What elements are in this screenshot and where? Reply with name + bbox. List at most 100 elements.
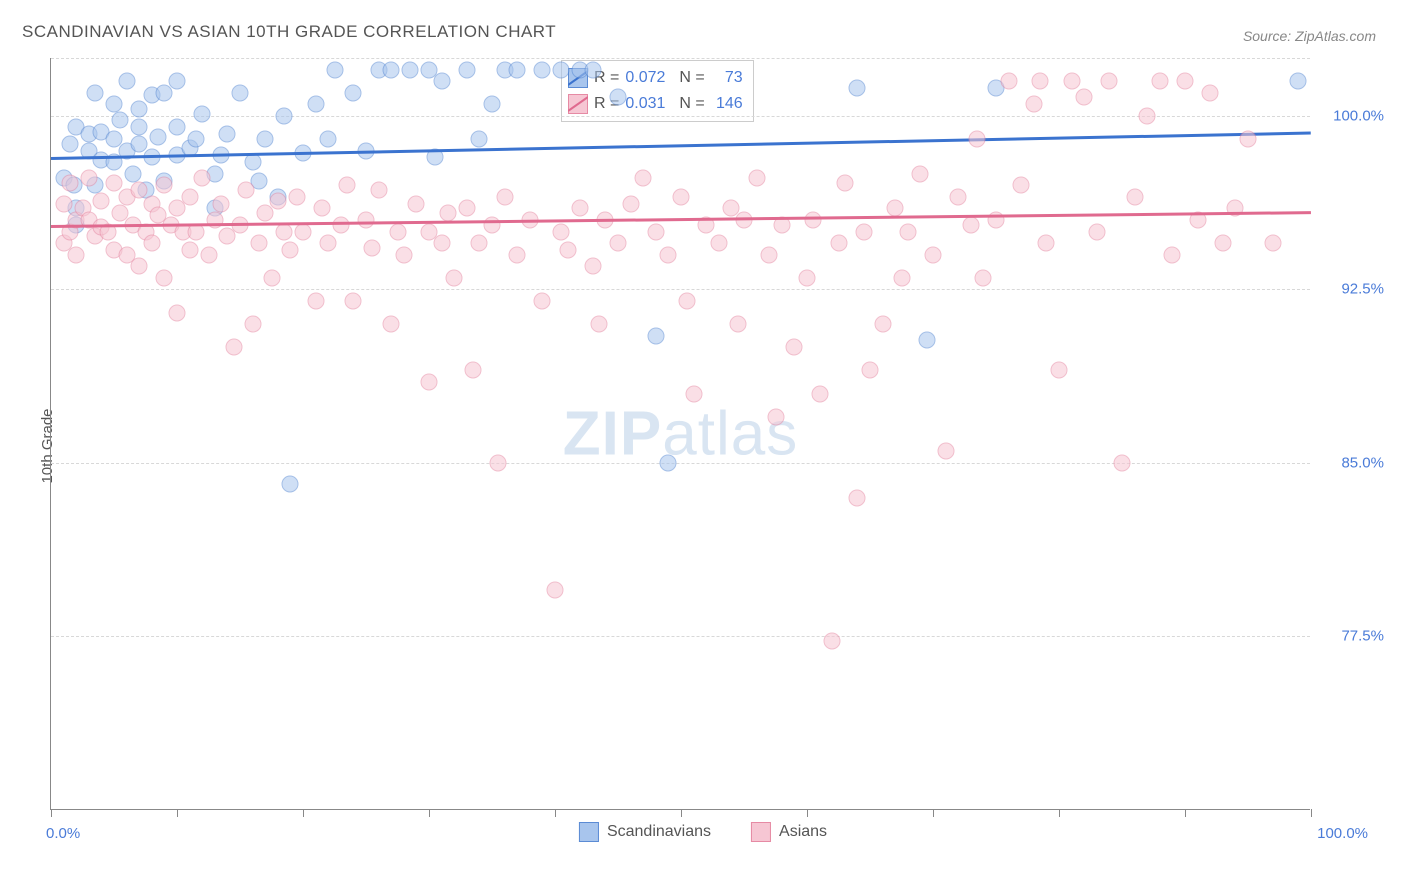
scatter-point: [584, 61, 601, 78]
scatter-point: [679, 292, 696, 309]
x-tick-mark: [1059, 809, 1060, 817]
scatter-point: [1240, 130, 1257, 147]
y-tick-label: 100.0%: [1333, 107, 1384, 124]
scatter-point: [1265, 235, 1282, 252]
x-tick-mark: [1311, 809, 1312, 817]
scatter-point: [1088, 223, 1105, 240]
scatter-point: [200, 246, 217, 263]
scatter-point: [238, 181, 255, 198]
n-value-1: 146: [711, 95, 743, 113]
scatter-point: [257, 130, 274, 147]
scatter-point: [969, 130, 986, 147]
scatter-point: [131, 258, 148, 275]
scatter-point: [181, 188, 198, 205]
scatter-point: [244, 316, 261, 333]
scatter-point: [748, 170, 765, 187]
scatter-point: [509, 246, 526, 263]
scatter-point: [326, 61, 343, 78]
n-label: N =: [679, 69, 704, 87]
scatter-point: [282, 475, 299, 492]
scatter-point: [1000, 73, 1017, 90]
scatter-point: [484, 96, 501, 113]
scatter-point: [962, 216, 979, 233]
scatter-point: [534, 292, 551, 309]
scatter-point: [332, 216, 349, 233]
scatter-point: [364, 239, 381, 256]
scatter-point: [465, 362, 482, 379]
scatter-point: [1114, 454, 1131, 471]
legend-label-asians: Asians: [779, 823, 827, 841]
scatter-point: [143, 235, 160, 252]
scatter-point: [799, 269, 816, 286]
scatter-point: [402, 61, 419, 78]
scatter-point: [660, 454, 677, 471]
scatter-point: [345, 292, 362, 309]
scatter-point: [433, 235, 450, 252]
scatter-point: [660, 246, 677, 263]
scatter-point: [124, 165, 141, 182]
bottom-legend: Scandinavians Asians: [579, 822, 827, 842]
scatter-point: [1202, 84, 1219, 101]
scatter-point: [307, 292, 324, 309]
scatter-point: [169, 119, 186, 136]
scatter-point: [811, 385, 828, 402]
scatter-point: [219, 126, 236, 143]
scatter-point: [206, 211, 223, 228]
grid-line: [51, 58, 1310, 59]
scatter-point: [320, 130, 337, 147]
scatter-point: [471, 235, 488, 252]
grid-line: [51, 289, 1310, 290]
source-attribution: Source: ZipAtlas.com: [1243, 28, 1376, 44]
scatter-point: [446, 269, 463, 286]
x-tick-mark: [303, 809, 304, 817]
scatter-point: [685, 385, 702, 402]
scatter-point: [181, 242, 198, 259]
scatter-point: [1051, 362, 1068, 379]
scatter-point: [647, 223, 664, 240]
x-tick-mark: [807, 809, 808, 817]
scatter-point: [1076, 89, 1093, 106]
scatter-point: [433, 73, 450, 90]
x-tick-mark: [555, 809, 556, 817]
scatter-point: [194, 105, 211, 122]
scatter-point: [1139, 107, 1156, 124]
x-tick-mark: [1185, 809, 1186, 817]
scatter-point: [874, 316, 891, 333]
scatter-point: [1126, 188, 1143, 205]
scatter-point: [395, 246, 412, 263]
scatter-point: [710, 235, 727, 252]
scatter-point: [389, 223, 406, 240]
n-value-0: 73: [711, 69, 743, 87]
scatter-point: [131, 119, 148, 136]
scatter-point: [584, 258, 601, 275]
scatter-point: [1025, 96, 1042, 113]
scatter-point: [849, 80, 866, 97]
scatter-point: [1164, 246, 1181, 263]
scatter-point: [635, 170, 652, 187]
scatter-point: [439, 205, 456, 222]
scatter-point: [106, 174, 123, 191]
scatter-point: [68, 246, 85, 263]
scatter-point: [156, 177, 173, 194]
scatter-point: [786, 339, 803, 356]
scatter-point: [106, 96, 123, 113]
scatter-point: [232, 84, 249, 101]
scatter-point: [572, 200, 589, 217]
scatter-point: [912, 165, 929, 182]
grid-line: [51, 116, 1310, 117]
scatter-point: [288, 188, 305, 205]
grid-line: [51, 636, 1310, 637]
scatter-point: [1038, 235, 1055, 252]
scatter-point: [131, 135, 148, 152]
scatter-point: [830, 235, 847, 252]
scatter-point: [729, 316, 746, 333]
scatter-point: [824, 633, 841, 650]
scatter-point: [458, 61, 475, 78]
scatter-point: [213, 195, 230, 212]
scatter-point: [370, 181, 387, 198]
scatter-point: [320, 235, 337, 252]
scatter-point: [269, 193, 286, 210]
scatter-point: [1013, 177, 1030, 194]
scatter-point: [87, 84, 104, 101]
legend-label-scandinavians: Scandinavians: [607, 823, 711, 841]
